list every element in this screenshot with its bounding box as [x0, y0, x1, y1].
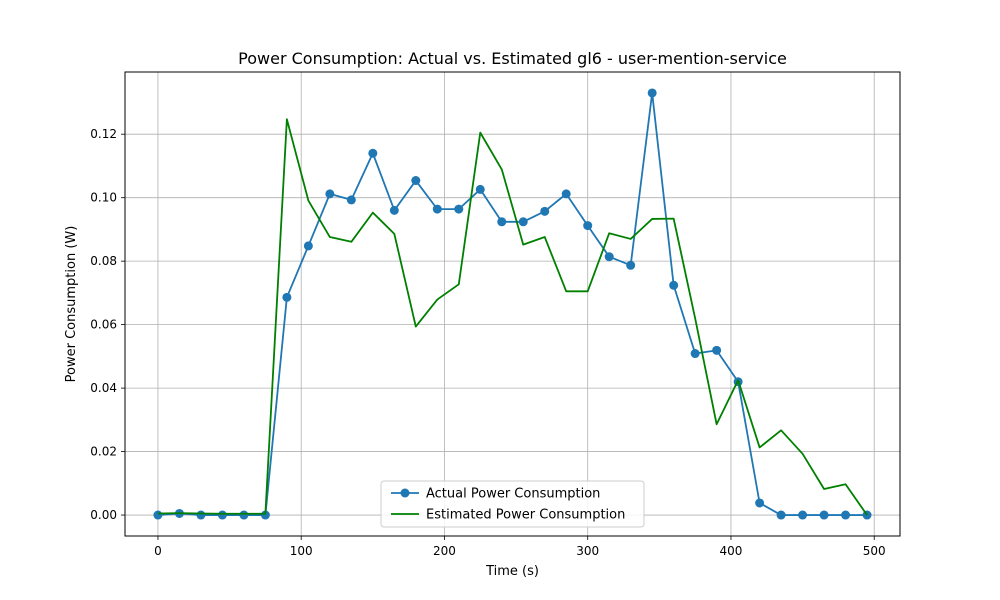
data-point-actual: [561, 189, 571, 199]
legend: Actual Power Consumption Estimated Power…: [380, 480, 645, 528]
data-point-actual: [368, 148, 378, 158]
plot-frame: [124, 71, 901, 537]
data-point-actual: [303, 241, 313, 251]
data-point-actual: [153, 510, 163, 520]
data-point-actual: [776, 510, 786, 520]
data-point-actual: [411, 176, 421, 186]
data-point-actual: [583, 221, 593, 231]
data-point-actual: [432, 204, 442, 214]
series-line-estimated: [157, 118, 868, 516]
x-tick-label: 100: [290, 544, 313, 558]
legend-actual-label: Actual Power Consumption: [426, 487, 600, 502]
data-point-actual: [626, 260, 636, 270]
y-tick-label: 0.08: [90, 254, 117, 268]
grid: [125, 72, 900, 536]
data-point-actual: [260, 510, 270, 520]
data-point-actual: [325, 189, 335, 199]
data-point-actual: [454, 204, 464, 214]
data-point-actual: [819, 510, 829, 520]
data-point-actual: [346, 195, 356, 205]
legend-actual-marker: [400, 488, 410, 498]
legend-estimated-label: Estimated Power Consumption: [426, 508, 625, 523]
data-point-actual: [798, 510, 808, 520]
data-point-actual: [239, 510, 249, 520]
data-point-actual: [389, 205, 399, 215]
x-tick-label: 200: [433, 544, 456, 558]
y-tick-label: 0.06: [90, 318, 117, 332]
plot-series: [153, 88, 872, 520]
axis-ticks: 0 100 200 300 400 500 0.00 0.02 0.04 0.06 0.08 0.10…: [90, 127, 885, 558]
legend-box: [380, 480, 645, 528]
y-axis-label: Power Consumption (W): [64, 226, 79, 383]
x-tick-label: 400: [720, 544, 743, 558]
y-tick-label: 0.10: [90, 191, 117, 205]
y-tick-label: 0.00: [90, 508, 117, 522]
x-tick-label: 300: [576, 544, 599, 558]
data-point-actual: [712, 345, 722, 355]
series-line-actual: [157, 92, 868, 516]
data-point-actual: [540, 206, 550, 216]
y-tick-label: 0.12: [90, 127, 117, 141]
y-tick-label: 0.04: [90, 381, 117, 395]
chart-title: Power Consumption: Actual vs. Estimated …: [238, 49, 787, 68]
data-point-actual: [497, 217, 507, 227]
data-point-actual: [669, 280, 679, 290]
data-point-actual: [647, 88, 657, 98]
data-point-actual: [841, 510, 851, 520]
data-point-actual: [282, 292, 292, 302]
data-point-actual: [604, 252, 614, 262]
x-tick-label: 500: [863, 544, 886, 558]
x-axis-label: Time (s): [485, 564, 539, 579]
data-point-actual: [690, 349, 700, 359]
data-point-actual: [518, 217, 528, 227]
y-tick-label: 0.02: [90, 445, 117, 459]
data-point-actual: [475, 184, 485, 194]
x-tick-label: 0: [154, 544, 162, 558]
data-point-actual: [196, 510, 206, 520]
data-point-actual: [755, 498, 765, 508]
data-point-actual: [217, 510, 227, 520]
